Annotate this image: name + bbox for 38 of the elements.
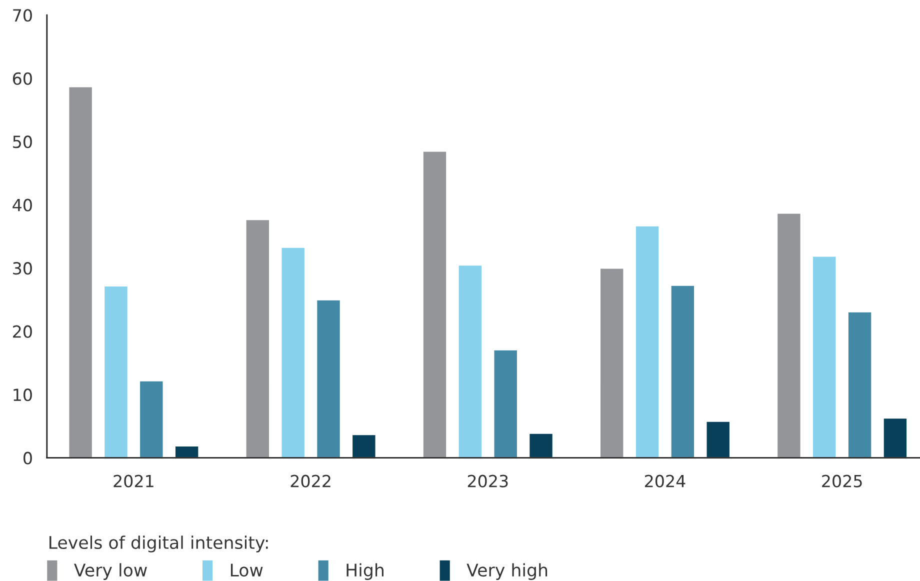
legend-label: High [346, 563, 384, 580]
legend-label: Low [230, 564, 263, 577]
y-tick-label: 60 [12, 72, 32, 85]
bar [705, 420, 731, 458]
bar [528, 432, 554, 458]
y-tick-label: 0 [24, 452, 32, 464]
x-tick-label: 2024 [644, 474, 686, 488]
bar [882, 417, 908, 458]
x-tick-label: 2021 [114, 474, 154, 488]
bar [776, 212, 802, 458]
y-tick-label: 40 [12, 198, 32, 212]
legend-title: Levels of digital intensity: [50, 536, 268, 552]
y-tick-label: 30 [13, 262, 32, 275]
y-tick-label: 20 [13, 325, 32, 338]
y-tick-label: 50 [13, 136, 32, 148]
bar [280, 246, 306, 458]
bar [847, 311, 873, 458]
bar [68, 86, 94, 458]
x-tick-label: 2023 [468, 474, 508, 488]
bar [492, 348, 518, 458]
bar [670, 284, 696, 458]
legend-label: Very high [466, 563, 548, 580]
bar [634, 225, 660, 458]
bar [457, 264, 483, 458]
bar [351, 434, 377, 458]
bar [103, 285, 129, 458]
bar [316, 299, 342, 458]
bar [812, 255, 838, 458]
bar [138, 380, 164, 458]
bar [244, 218, 270, 458]
x-tick-label: 2025 [822, 474, 862, 488]
x-tick-label: 2022 [290, 474, 330, 488]
legend-label: Very low [74, 563, 147, 580]
bar [174, 445, 200, 458]
y-tick-label: 10 [14, 388, 32, 402]
bar [422, 150, 448, 458]
y-tick-label: 70 [13, 9, 32, 22]
bar [599, 267, 625, 458]
